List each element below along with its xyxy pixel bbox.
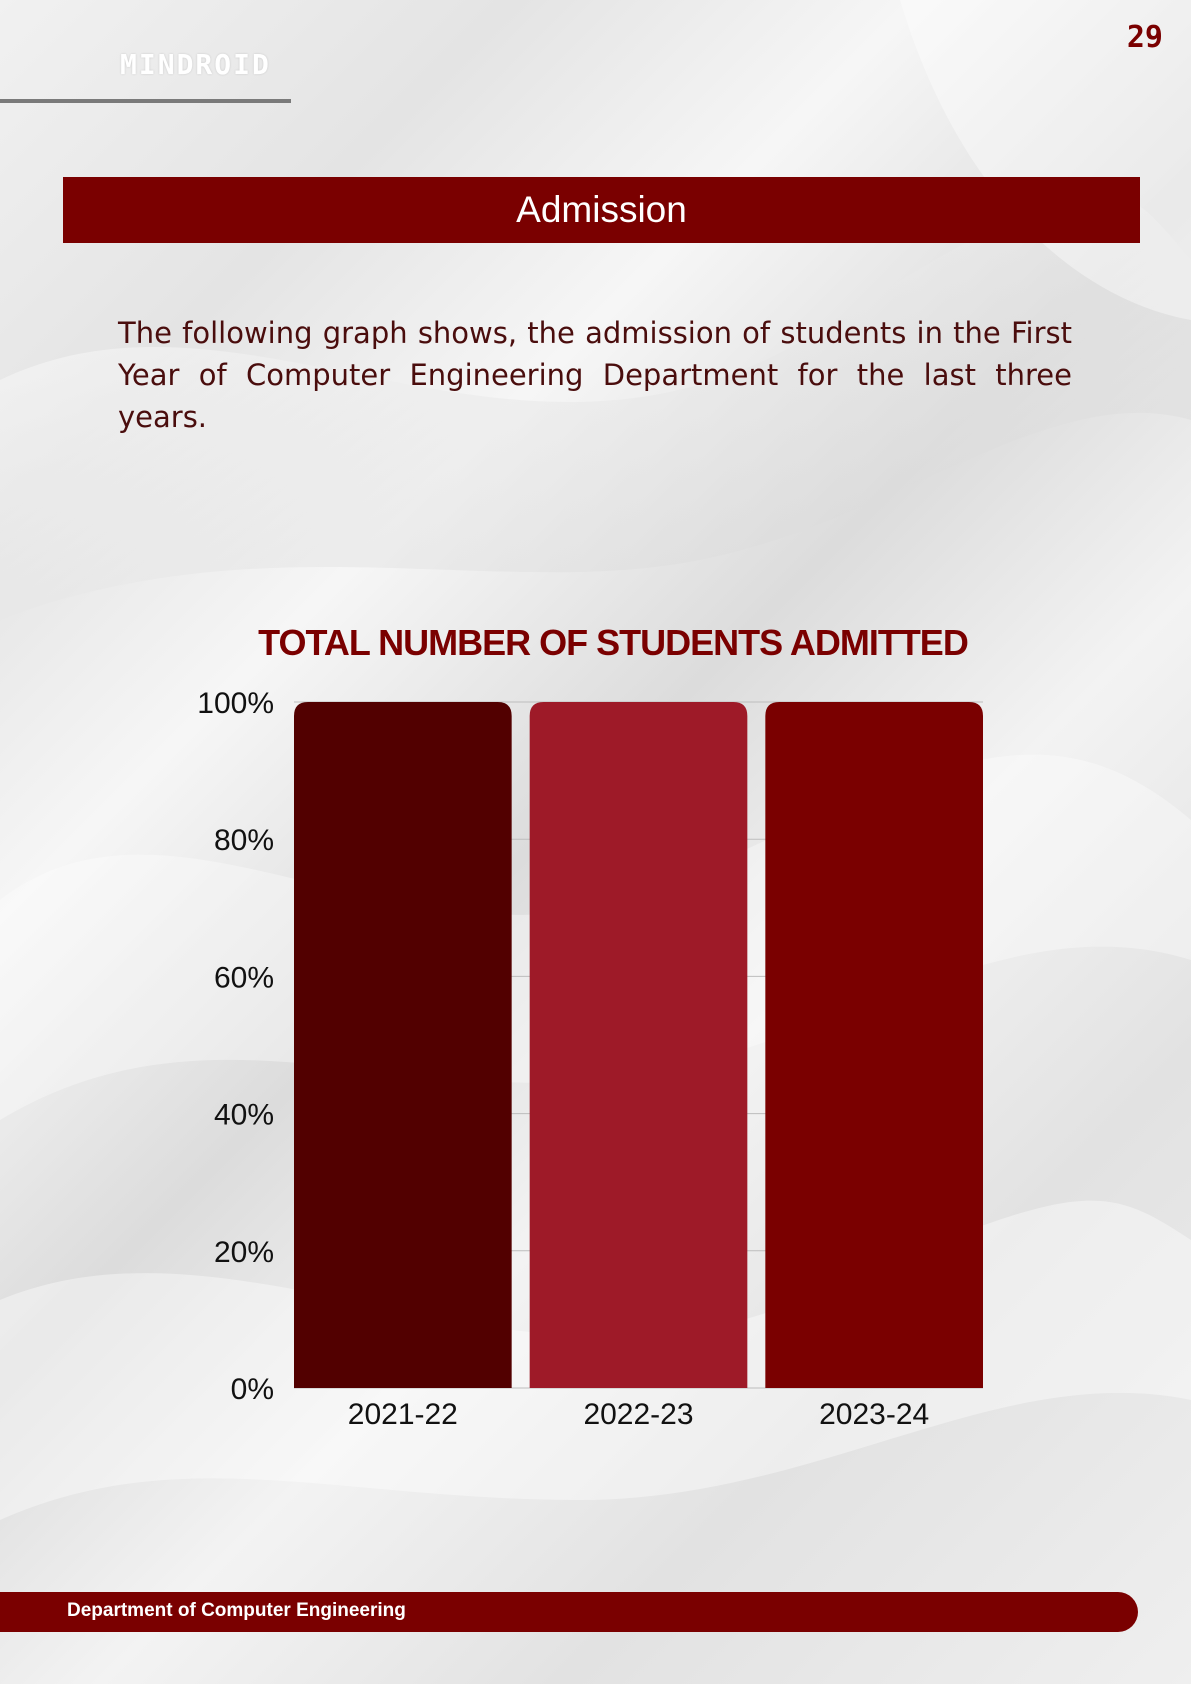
y-tick-label: 20% (214, 1236, 274, 1269)
footer-bar (0, 1592, 1138, 1632)
intro-paragraph: The following graph shows, the admission… (118, 316, 1072, 434)
section-title: Admission (516, 189, 687, 230)
y-tick-label: 100% (197, 687, 274, 720)
y-tick-label: 60% (214, 961, 274, 994)
x-axis-ticks: 2021-22 2022-23 2023-24 (348, 1398, 929, 1431)
page-number: 29 (1126, 20, 1163, 55)
x-tick-label: 2021-22 (348, 1398, 458, 1431)
bar-2021-22 (294, 702, 512, 1388)
brand-logo-text: MINDROID (120, 48, 271, 81)
y-tick-label: 80% (214, 824, 274, 857)
footer-department: Department of Computer Engineering (67, 1600, 406, 1621)
section-title-banner: Admission (63, 177, 1140, 243)
y-tick-label: 0% (231, 1373, 274, 1406)
bar-2022-23 (529, 702, 748, 1388)
chart-title: TOTAL NUMBER OF STUDENTS ADMITTED (258, 622, 969, 663)
bars (294, 702, 983, 1388)
y-axis-ticks: 0% 20% 40% 60% 80% 100% (197, 687, 274, 1406)
x-tick-label: 2022-23 (583, 1398, 693, 1431)
header-divider (0, 99, 291, 103)
y-tick-label: 40% (214, 1099, 274, 1132)
bar-2023-24 (765, 702, 983, 1388)
x-tick-label: 2023-24 (819, 1398, 929, 1431)
